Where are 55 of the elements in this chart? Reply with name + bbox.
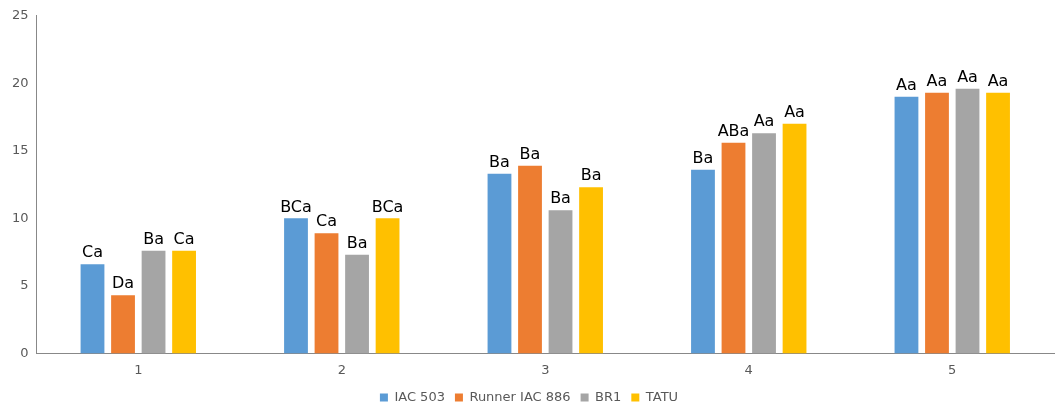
- bar: [487, 173, 512, 354]
- data-label: Aa: [896, 74, 917, 94]
- y-tick-label: 0: [20, 344, 29, 360]
- legend-label: Runner IAC 886: [469, 388, 571, 404]
- legend-label: IAC 503: [394, 388, 445, 404]
- y-tick-label: 25: [12, 7, 29, 23]
- data-label: Da: [111, 273, 135, 293]
- bar: [518, 165, 542, 354]
- bar: [548, 210, 573, 354]
- bar: [782, 123, 807, 354]
- bar: [375, 218, 400, 354]
- bar: [925, 92, 949, 354]
- data-label: BCa: [371, 196, 404, 216]
- y-tick-label: 20: [12, 74, 29, 90]
- data-label: Aa: [926, 70, 948, 90]
- data-label: Aa: [784, 101, 805, 121]
- legend-label: TATU: [644, 388, 679, 404]
- x-tick-label: 5: [948, 361, 957, 377]
- x-tick-label: 4: [744, 361, 753, 377]
- data-label: ABa: [717, 120, 750, 140]
- data-label: Ba: [519, 143, 541, 163]
- bar: [314, 233, 339, 354]
- data-label: Aa: [987, 70, 1009, 90]
- bar: [894, 96, 919, 354]
- data-label: Ba: [580, 165, 602, 185]
- x-tick-label: 3: [541, 361, 550, 377]
- bar: [284, 218, 308, 354]
- bar: [80, 264, 105, 354]
- data-label: Ca: [316, 211, 338, 231]
- bar: [141, 250, 166, 354]
- data-label: Ca: [82, 242, 103, 262]
- data-label: Aa: [957, 66, 978, 86]
- data-label: Ba: [692, 147, 714, 167]
- bar: [579, 187, 603, 354]
- x-tick-label: 1: [134, 361, 143, 377]
- data-label: Ba: [550, 188, 571, 208]
- data-label: Ba: [143, 228, 164, 248]
- y-tick-label: 10: [12, 209, 29, 225]
- y-tick-label: 5: [20, 277, 29, 293]
- bar: [721, 142, 746, 354]
- bar: [986, 92, 1010, 354]
- data-label: Ca: [173, 228, 195, 248]
- bar: [345, 254, 369, 354]
- data-label: Aa: [753, 111, 775, 131]
- bar: [111, 295, 135, 354]
- bar: [172, 250, 196, 354]
- bar: [955, 88, 980, 354]
- bar: [691, 169, 715, 354]
- bar: [752, 133, 776, 354]
- data-label: BCa: [280, 196, 312, 216]
- legend-label: BR1: [595, 388, 622, 404]
- data-label: Ba: [346, 232, 368, 252]
- data-label: Ba: [489, 151, 510, 171]
- x-tick-label: 2: [337, 361, 346, 377]
- y-tick-label: 15: [12, 142, 29, 158]
